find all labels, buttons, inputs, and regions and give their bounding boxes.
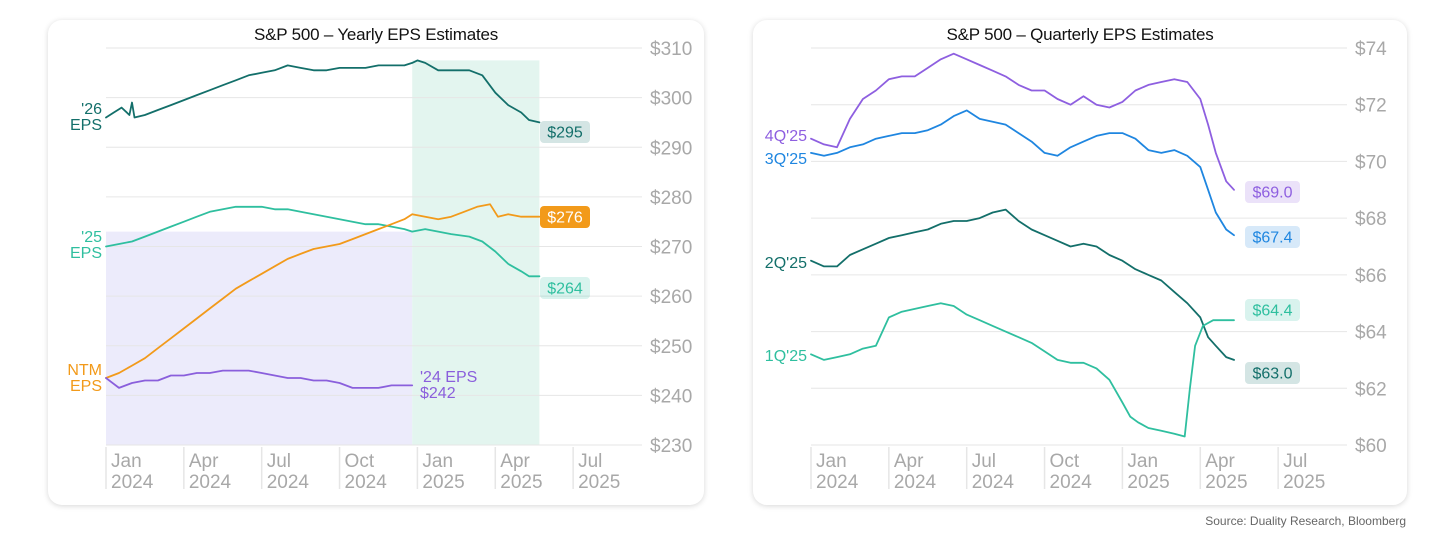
quarterly-series-label-2: 2Q'25	[765, 255, 807, 272]
yearly-series-label-2: NTM	[67, 362, 102, 379]
yearly-x-tick-year: 2024	[111, 472, 154, 493]
yearly-x-tick-year: 2024	[189, 472, 232, 493]
yearly-series-label-2: EPS	[70, 378, 102, 395]
yearly-series-line-3	[105, 369, 414, 389]
yearly-eps-chart-card: $230 $240 $250 $260 $270 $280 $290 $300 $310 Jan 2…	[48, 20, 704, 505]
quarterly-eps-chart-card: $60 $62 $64 $66 $68 $70 $72 $74 Jan 2024 Apr 2024 Ju…	[753, 20, 1407, 505]
yearly-x-tick-month: Oct	[345, 451, 375, 472]
yearly-end-label-1: $264	[547, 281, 583, 298]
yearly-x-tick-year: 2025	[422, 472, 464, 493]
yearly-x-tick-month: Apr	[500, 451, 530, 472]
quarterly-x-tick-year: 2024	[816, 472, 859, 493]
yearly-series-label-3: '24 EPS	[420, 369, 477, 386]
yearly-x-tick-year: 2024	[267, 472, 310, 493]
yearly-x-tick-year: 2025	[578, 472, 620, 493]
yearly-x-tick-month: Jul	[267, 451, 291, 472]
yearly-series-label-0: '26	[81, 101, 102, 118]
yearly-y-tick-label: $250	[650, 337, 692, 358]
quarterly-end-label-bg-2	[1245, 362, 1300, 384]
yearly-y-tick-label: $280	[650, 188, 692, 209]
yearly-series-line-1	[105, 205, 541, 278]
quarterly-x-tick-month: Jul	[972, 451, 996, 472]
quarterly-x-tick-year: 2024	[894, 472, 937, 493]
quarterly-end-label-0: $69.0	[1252, 185, 1292, 202]
quarterly-series-label-3: 1Q'25	[765, 348, 807, 365]
yearly-y-tick-label: $270	[650, 238, 692, 259]
quarterly-y-tick-label: $64	[1355, 323, 1387, 344]
yearly-chart-title: S&P 500 – Yearly EPS Estimates	[253, 25, 499, 44]
quarterly-end-label-bg-1	[1245, 226, 1300, 248]
quarterly-x-tick-month: Oct	[1050, 451, 1080, 472]
yearly-x-tick-month: Jan	[422, 451, 453, 472]
quarterly-end-label-bg-0	[1245, 181, 1300, 203]
quarterly-y-tick-label: $72	[1355, 96, 1387, 117]
quarterly-end-label-1: $67.4	[1252, 230, 1292, 247]
quarterly-y-tick-label: $60	[1355, 436, 1387, 457]
yearly-series-label-3: $242	[420, 385, 456, 402]
quarterly-y-tick-label: $70	[1355, 152, 1387, 173]
quarterly-series-line-1	[810, 109, 1235, 237]
quarterly-end-label-2: $63.0	[1252, 366, 1292, 383]
quarterly-x-tick-month: Jul	[1283, 451, 1307, 472]
quarterly-x-tick-year: 2025	[1127, 472, 1169, 493]
yearly-series-label-1: EPS	[70, 245, 102, 262]
yearly-series-line-2	[105, 203, 541, 379]
quarterly-end-label-bg-3	[1245, 299, 1300, 321]
yearly-y-tick-label: $240	[650, 386, 692, 407]
yearly-shaded-region-0	[106, 231, 413, 445]
yearly-end-label-0: $295	[547, 125, 583, 142]
yearly-end-label-bg-1	[540, 277, 590, 299]
quarterly-x-tick-year: 2024	[1050, 472, 1093, 493]
yearly-end-label-2: $276	[547, 210, 583, 227]
yearly-y-tick-label: $260	[650, 287, 692, 308]
yearly-series-label-0: EPS	[70, 117, 102, 134]
yearly-shaded-region-1	[412, 60, 540, 445]
yearly-end-label-bg-2	[540, 206, 590, 228]
quarterly-eps-chart: $60$62$64$66$68$70$72$74Jan2024Apr2024Ju…	[765, 39, 1387, 493]
quarterly-x-tick-year: 2025	[1205, 472, 1247, 493]
quarterly-y-tick-label: $74	[1355, 39, 1387, 60]
quarterly-x-tick-month: Apr	[1205, 451, 1235, 472]
quarterly-series-label-1: 3Q'25	[765, 151, 807, 168]
quarterly-x-tick-year: 2025	[1283, 472, 1325, 493]
quarterly-y-tick-label: $66	[1355, 266, 1387, 287]
quarterly-x-tick-month: Jan	[1127, 451, 1158, 472]
yearly-series-line-0	[105, 59, 541, 124]
yearly-x-tick-month: Apr	[189, 451, 219, 472]
quarterly-series-line-0	[810, 52, 1235, 191]
yearly-end-label-bg-0	[540, 121, 590, 143]
quarterly-y-tick-label: $62	[1355, 379, 1387, 400]
quarterly-series-label-0: 4Q'25	[765, 128, 807, 145]
quarterly-series-line-3	[810, 302, 1235, 438]
yearly-y-tick-label: $290	[650, 138, 692, 159]
yearly-x-tick-month: Jul	[578, 451, 602, 472]
yearly-x-tick-month: Jan	[111, 451, 142, 472]
yearly-x-tick-year: 2025	[500, 472, 542, 493]
quarterly-x-tick-month: Jan	[816, 451, 847, 472]
yearly-eps-chart: $230$240$250$260$270$280$290$300$310Jan2…	[67, 39, 692, 493]
quarterly-x-tick-month: Apr	[894, 451, 924, 472]
source-note: Source: Duality Research, Bloomberg	[1205, 514, 1406, 528]
yearly-y-tick-label: $300	[650, 89, 692, 110]
quarterly-y-tick-label: $68	[1355, 209, 1387, 230]
yearly-series-label-1: '25	[81, 229, 102, 246]
yearly-x-tick-year: 2024	[345, 472, 388, 493]
quarterly-series-line-2	[810, 208, 1235, 361]
quarterly-end-label-3: $64.4	[1252, 303, 1292, 320]
yearly-y-tick-label: $310	[650, 39, 692, 60]
quarterly-chart-title: S&P 500 – Quarterly EPS Estimates	[946, 25, 1214, 44]
quarterly-x-tick-year: 2024	[972, 472, 1015, 493]
yearly-y-tick-label: $230	[650, 436, 692, 457]
